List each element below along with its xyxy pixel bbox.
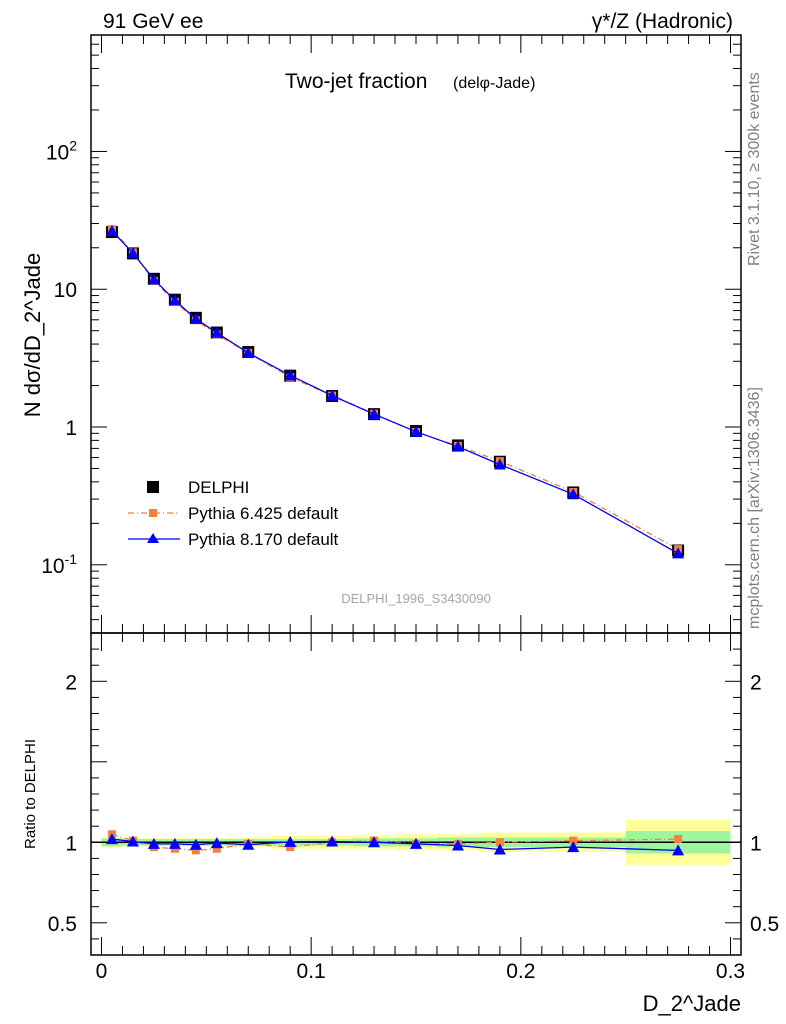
pythia8-point (368, 408, 381, 420)
ratio-pythia6-point (569, 836, 578, 845)
plot-title: Two-jet fraction (285, 70, 427, 93)
header-left: 91 GeV ee (103, 10, 203, 33)
ratio-pythia6-point (495, 838, 504, 847)
pythia8-point (672, 547, 685, 559)
mcplots-label: mcplots.cern.ch [arXiv:1306.3436] (746, 387, 763, 629)
analysis-watermark: DELPHI_1996_S3430090 (341, 591, 491, 606)
ratio-pythia6-point (674, 835, 683, 844)
pythia8-point (189, 312, 202, 324)
ratio-pythia8-point (326, 835, 339, 847)
main-y-tick-label: 10 (54, 279, 77, 302)
ratio-pythia8-point (451, 839, 464, 851)
main-y-tick-label: 10-1 (41, 551, 77, 578)
main-y-tick-label: 1 (65, 417, 77, 440)
main-y-axis-label: N dσ/dD_2^Jade (20, 253, 45, 418)
ratio-pythia8-point (147, 837, 160, 849)
pythia8-point (284, 369, 297, 381)
ratio-panel-frame (90, 632, 742, 956)
pythia8-point (567, 488, 580, 500)
ratio-y-tick-label-left: 0.5 (48, 913, 77, 936)
pythia8-point (210, 326, 223, 338)
legend: DELPHI Pythia 6.425 default Pythia 8.170… (128, 478, 339, 549)
ratio-y-tick-label-right: 0.5 (750, 913, 779, 936)
ratio-pythia8-point (168, 837, 181, 849)
ratio-pythia8-point (105, 833, 118, 845)
ratio-pythia8-point (410, 837, 422, 849)
legend-pythia8-marker (147, 533, 159, 543)
ratio-pythia8-point (284, 835, 297, 847)
main-axis-ticks: 10-1 1 10 102 (41, 34, 741, 633)
ratio-pythia8-point (210, 837, 223, 849)
main-y-tick-label: 102 (46, 137, 77, 164)
x-tick-label: 0 (96, 960, 108, 983)
ratio-y-tick-label-right: 1 (750, 832, 762, 855)
pythia8-point (147, 273, 160, 285)
ratio-y-tick-label-left: 1 (65, 832, 77, 855)
ratio-pythia8-point (672, 844, 685, 856)
legend-delphi-label: DELPHI (188, 478, 249, 497)
ratio-pythia8-point (189, 838, 202, 850)
header-right: γ*/Z (Hadronic) (592, 10, 733, 33)
ratio-pythia6-point (191, 846, 200, 855)
ratio-axis-ticks: 0 0.1 0.2 0.3 0.5 0.5 1 1 2 2 (48, 632, 779, 983)
ratio-pythia8-point (368, 836, 381, 848)
x-tick-label: 0.2 (506, 960, 535, 983)
legend-pythia8-label: Pythia 8.170 default (188, 530, 339, 549)
pythia8-point (493, 458, 506, 470)
ratio-pythia8-point (242, 838, 255, 850)
ratio-y-axis-label: Ratio to DELPHI (22, 739, 39, 849)
x-tick-label: 0.3 (716, 960, 745, 983)
ratio-pythia8-point (567, 841, 580, 853)
main-series-layer (105, 224, 685, 559)
legend-pythia6-label: Pythia 6.425 default (188, 504, 339, 523)
pythia8-point (451, 440, 464, 452)
ratio-pythia6-point (286, 843, 295, 852)
ratio-series-layer (105, 830, 685, 856)
x-tick-label: 0.1 (297, 960, 326, 983)
plot-title-suffix: (delφ-Jade) (453, 75, 535, 92)
rivet-version-label: Rivet 3.1.10, ≥ 300k events (746, 72, 763, 266)
ratio-pythia8-point (493, 843, 506, 855)
pythia6-line (111, 228, 679, 550)
legend-delphi-marker (147, 481, 159, 493)
ratio-y-tick-label-left: 2 (65, 671, 77, 694)
pythia8-point (105, 224, 118, 236)
ratio-y-tick-label-right: 2 (750, 671, 762, 694)
pythia8-point (126, 247, 139, 259)
pythia8-point (326, 389, 339, 401)
ratio-pythia8-point (126, 835, 139, 847)
pythia8-point (168, 294, 181, 306)
pythia8-point (410, 425, 422, 437)
legend-pythia6-marker (149, 509, 157, 517)
x-axis-label: D_2^Jade (643, 991, 741, 1016)
ratio-pythia6-point (212, 844, 221, 853)
pythia8-point (242, 346, 255, 358)
